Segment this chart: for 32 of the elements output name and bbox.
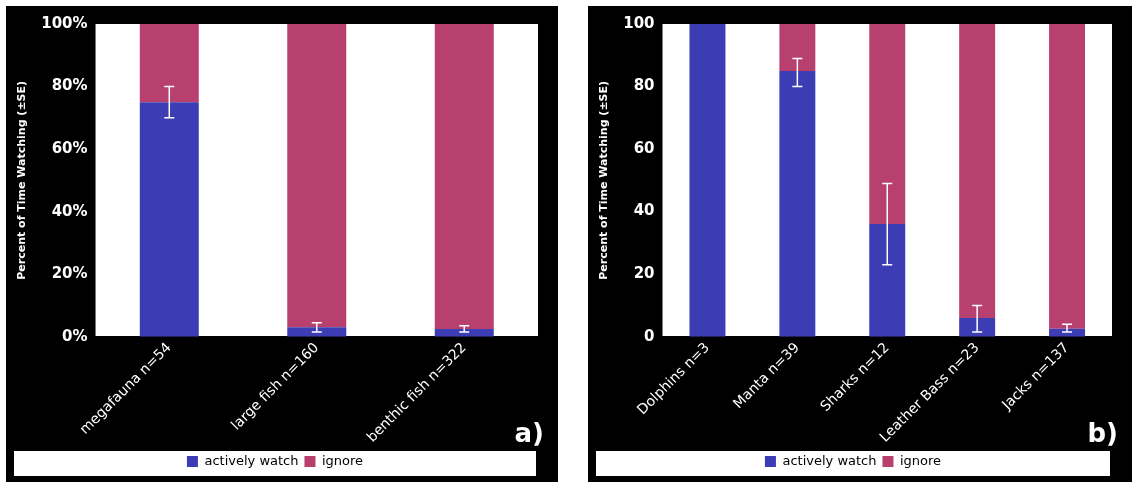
y-tick-label: 80 [633, 76, 655, 95]
bar [869, 24, 906, 225]
bar [779, 70, 816, 337]
bar [287, 24, 347, 328]
bar [1049, 24, 1086, 329]
legend-label: ignore [321, 452, 364, 468]
bar [434, 24, 494, 329]
y-tick-label: 100 [623, 13, 655, 32]
y-tick-label: 60% [51, 138, 88, 157]
y-tick-label: 20% [51, 264, 88, 283]
text: b) [1087, 417, 1118, 448]
y-tick-label: 0 [644, 326, 655, 345]
y-tick-label: 40% [51, 201, 88, 220]
y-tick-label: 100% [41, 13, 88, 32]
legend-label: ignore [899, 452, 942, 468]
legend-label: actively watch [204, 452, 299, 468]
y-tick-label: 40 [633, 201, 655, 220]
y-tick-label: 60 [633, 138, 655, 157]
y-tick-label: 20 [633, 264, 655, 283]
text: a) [514, 417, 544, 448]
bar [869, 224, 906, 337]
bar [689, 24, 726, 337]
bar [287, 327, 347, 337]
bar [779, 24, 816, 71]
y-axis-title: Percent of Time Watching (±SE) [597, 80, 611, 280]
y-axis-title: Percent of Time Watching (±SE) [15, 80, 29, 280]
legend-label: actively watch [782, 452, 877, 468]
y-tick-label: 80% [51, 76, 88, 95]
bar [139, 24, 199, 103]
bar [959, 24, 996, 318]
y-tick-label: 0% [62, 326, 88, 345]
bar [139, 102, 199, 337]
